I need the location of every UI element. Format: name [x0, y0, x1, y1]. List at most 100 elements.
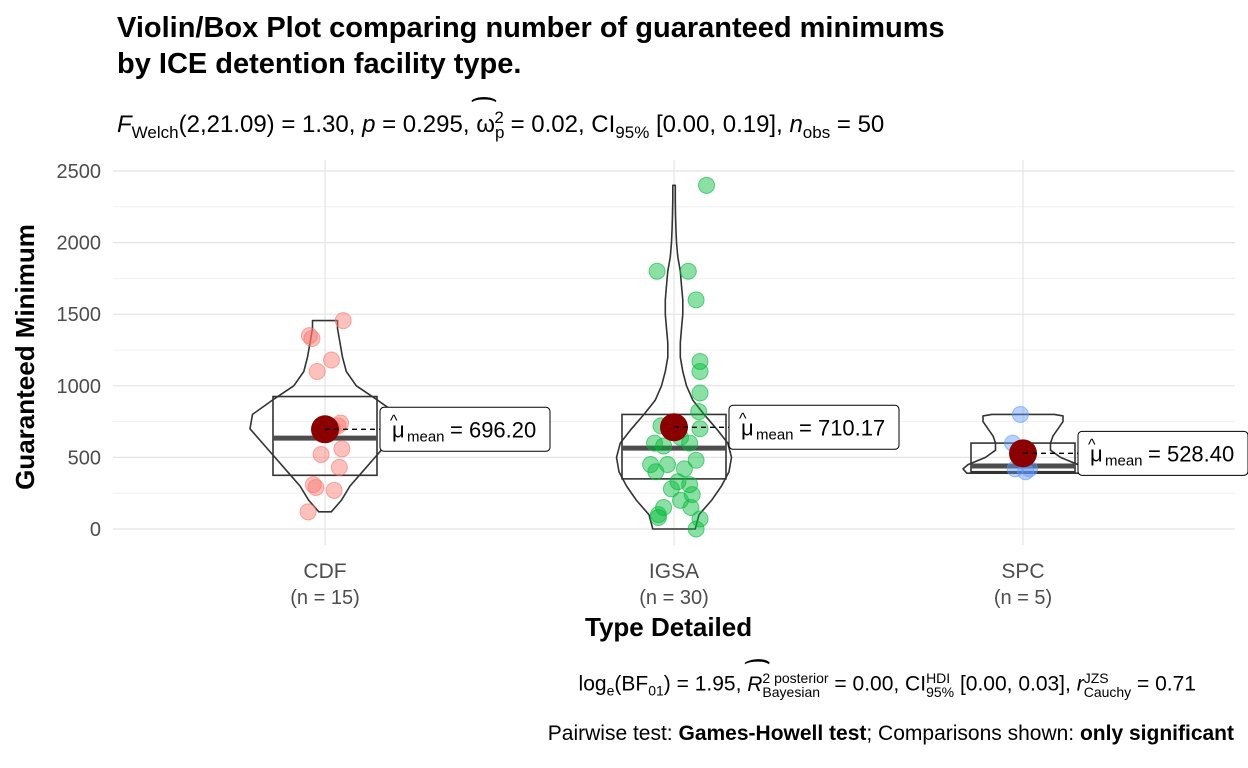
y-tick-label: 2500	[57, 161, 102, 183]
mean-label-mu: μ	[392, 417, 405, 442]
pairwise-caption: Pairwise test: Games-Howell test; Compar…	[548, 722, 1234, 746]
subtitle-stat: (2,21.09) = 1.30,	[178, 111, 356, 138]
data-point	[691, 420, 709, 438]
caption-cauchy-scripts: JZS Cauchy	[1084, 671, 1131, 699]
data-point	[649, 509, 667, 527]
data-point	[679, 262, 697, 280]
data-point	[303, 330, 321, 348]
caption-r2-scripts: 2 posterior Bayesian	[762, 671, 828, 699]
data-point	[648, 262, 666, 280]
data-point	[307, 478, 325, 496]
subtitle-omega-symbol: ω	[476, 111, 495, 138]
caption-r2-val: = 0.00, CI	[834, 672, 927, 696]
caption-cauchy-sup: JZS	[1083, 670, 1109, 686]
data-point	[690, 403, 708, 421]
data-point	[308, 362, 326, 380]
data-point	[655, 437, 673, 455]
data-point	[330, 458, 348, 476]
data-point	[333, 440, 351, 458]
mean-label-hat: ^	[739, 410, 747, 427]
subtitle-ci-sub: 95%	[615, 122, 650, 142]
subtitle-omega: ω	[476, 111, 495, 139]
mean-label-box	[728, 404, 900, 450]
data-point	[1011, 405, 1029, 423]
mean-label-box	[379, 406, 551, 452]
caption-bf-val: ) = 1.95,	[663, 672, 742, 696]
y-tick-label: 1500	[57, 304, 102, 326]
data-point	[691, 510, 709, 528]
caption2-pre: Pairwise test:	[547, 722, 679, 745]
caption2-shown: only significant	[1079, 722, 1234, 745]
data-point	[312, 446, 330, 464]
caption-ci-scripts: HDI 95%	[926, 671, 954, 699]
x-axis-label: Type Detailed	[585, 612, 753, 642]
mean-label-hat: ^	[1088, 436, 1096, 453]
caption-r2-sub: Bayesian	[762, 684, 821, 700]
chart-subtitle: FWelch(2,21.09) = 1.30, p = 0.295, ωp2 =…	[117, 108, 884, 143]
subtitle-n: n	[789, 111, 803, 138]
caption2-mid: ; Comparisons shown:	[866, 722, 1080, 745]
x-tick-label: SPC	[1001, 560, 1044, 583]
x-tick-n-label: (n = 30)	[639, 587, 708, 609]
y-tick-label: 0	[90, 519, 101, 541]
y-tick-label: 500	[68, 447, 101, 469]
mean-label-value: = 710.17	[799, 415, 885, 440]
data-point	[304, 476, 322, 494]
caption-r2: R	[747, 673, 762, 697]
x-tick-n-label: (n = 5)	[994, 587, 1052, 609]
caption-bf: (BF	[614, 672, 649, 696]
caption-ci-sup: HDI	[926, 670, 951, 686]
caption-ci-sub: 95%	[926, 684, 955, 700]
mean-label-mu: μ	[1090, 441, 1103, 466]
subtitle-n-val: = 50	[836, 111, 885, 138]
caption-r-cauchy: r	[1076, 672, 1084, 696]
subtitle-p: p	[362, 111, 376, 138]
data-point	[299, 503, 317, 521]
data-point	[687, 451, 705, 469]
caption-cauchy-sub: Cauchy	[1083, 684, 1132, 700]
data-point	[698, 176, 715, 194]
data-point	[691, 352, 709, 370]
caption-ci-val: [0.00, 0.03],	[959, 672, 1071, 696]
caption-log: log	[578, 672, 607, 696]
data-point	[682, 499, 700, 517]
subtitle-omega-sup: 2	[494, 108, 504, 127]
mean-label-mu: μ	[741, 415, 754, 440]
caption2-test: Games-Howell test	[678, 722, 867, 745]
x-tick-n-label: (n = 15)	[290, 587, 359, 609]
data-point	[687, 291, 705, 309]
subtitle-n-sub: obs	[802, 122, 831, 142]
data-point	[325, 481, 343, 499]
mean-label-sub: mean	[407, 428, 445, 445]
mean-label-value: = 528.40	[1148, 441, 1234, 466]
y-tick-label: 1000	[57, 376, 102, 398]
chart-title-line1: Violin/Box Plot comparing number of guar…	[117, 12, 945, 44]
data-point	[691, 362, 709, 380]
caption-r2-sup: 2 posterior	[762, 670, 829, 686]
caption-bf-sub: 01	[648, 682, 664, 699]
data-point	[691, 384, 709, 402]
violin-igsa	[615, 184, 733, 530]
data-point	[646, 434, 663, 452]
data-point	[334, 312, 352, 330]
y-tick-label: 2000	[57, 233, 102, 255]
subtitle-ci-val: [0.00, 0.19],	[656, 111, 783, 138]
data-point	[687, 520, 705, 538]
subtitle-f: F	[117, 111, 132, 138]
data-point	[300, 327, 318, 345]
mean-label-value: = 696.20	[450, 417, 536, 442]
mean-label-hat: ^	[390, 412, 398, 429]
bayes-caption: loge(BF01) = 1.95, R2 posteriorBayesian …	[579, 671, 1196, 699]
mean-label-sub: mean	[1105, 452, 1143, 469]
mean-label-box	[1077, 430, 1248, 476]
x-tick-label: IGSA	[649, 560, 699, 583]
caption-log-sub: e	[606, 682, 615, 699]
chart-title-line2: by ICE detention facility type.	[117, 48, 522, 80]
data-point	[323, 351, 340, 369]
chart-title: Violin/Box Plot comparing number of guar…	[117, 10, 1117, 82]
subtitle-omega-sub: p	[494, 122, 505, 142]
subtitle-p-val: = 0.295,	[382, 111, 470, 138]
data-point	[647, 463, 665, 481]
data-point	[681, 434, 699, 452]
